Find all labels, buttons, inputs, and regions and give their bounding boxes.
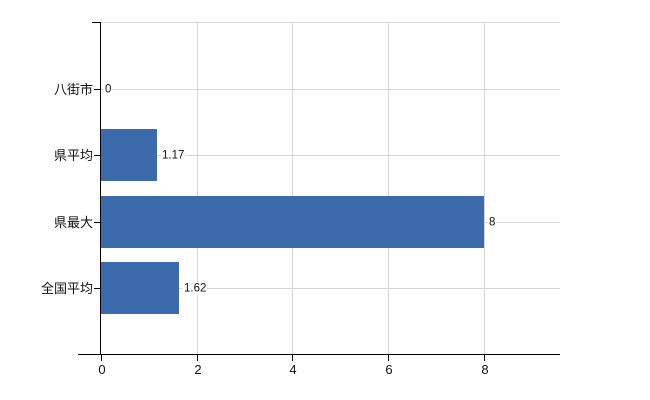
bar — [101, 129, 157, 181]
top-border-gridline — [101, 22, 560, 23]
y-gridline — [101, 288, 560, 289]
x-gridline — [292, 22, 293, 354]
x-axis-tick — [388, 355, 389, 361]
x-axis-tick — [484, 355, 485, 361]
x-tick-label: 0 — [98, 362, 106, 377]
category-label: 県最大 — [53, 215, 93, 230]
category-label: 県平均 — [53, 148, 93, 163]
category-label: 全国平均 — [40, 281, 93, 296]
x-tick-label: 8 — [481, 362, 489, 377]
bar — [101, 196, 484, 248]
y-axis-line — [100, 22, 101, 355]
category-tick — [94, 89, 100, 90]
bar-value-label: 1.17 — [161, 149, 186, 163]
bar-value-label: 1.62 — [183, 282, 208, 296]
x-gridline — [484, 22, 485, 354]
y-gridline — [101, 89, 560, 90]
x-gridline — [197, 22, 198, 354]
bar — [101, 262, 179, 314]
y-axis-top-tick — [92, 22, 100, 23]
x-axis-tick — [197, 355, 198, 361]
x-tick-label: 6 — [385, 362, 393, 377]
x-axis-line — [78, 354, 560, 355]
category-tick — [94, 288, 100, 289]
category-label: 八街市 — [53, 82, 93, 97]
category-tick — [94, 222, 100, 223]
x-axis-tick — [101, 355, 102, 361]
bar-value-label: 0 — [104, 83, 113, 97]
category-tick — [94, 155, 100, 156]
x-axis-tick — [292, 355, 293, 361]
y-gridline — [101, 155, 560, 156]
bar-value-label: 8 — [488, 216, 497, 230]
x-tick-label: 2 — [194, 362, 202, 377]
x-gridline — [388, 22, 389, 354]
x-tick-label: 4 — [289, 362, 297, 377]
